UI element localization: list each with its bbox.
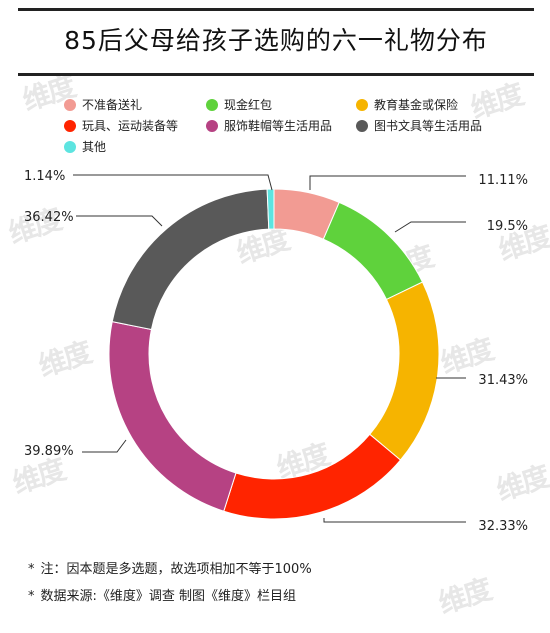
footnote-star: * [28,562,35,577]
title-bar: 85后父母给孩子选购的六一礼物分布 [18,8,534,76]
legend-swatch [64,141,76,153]
legend-item: 现金红包 [206,96,272,113]
footnote: * 注：因本题是多选题，故选项相加不等于100% [28,558,528,577]
leader-line [394,221,466,233]
donut-slice [108,321,237,512]
value-label: 32.33% [478,519,528,534]
footnote: * 数据来源:《维度》调查 制图《维度》栏目组 [28,585,528,604]
legend-label: 教育基金或保险 [374,98,459,112]
legend-label: 其他 [82,140,107,154]
legend-swatch [64,99,76,111]
legend-swatch [356,99,368,111]
donut-slice [369,281,440,461]
value-label: 39.89% [24,444,74,459]
legend-label: 玩具、运动装备等 [82,119,179,133]
legend-item: 服饰鞋帽等生活用品 [206,117,332,134]
donut-slice [223,433,402,520]
footnote-text: 注：因本题是多选题，故选项相加不等于100% [40,562,312,577]
footnotes: * 注：因本题是多选题，故选项相加不等于100% * 数据来源:《维度》调查 制图《… [28,558,528,612]
legend-item: 图书文具等生活用品 [356,117,482,134]
leader-line [309,175,466,190]
donut-slice [322,201,424,301]
legend-swatch [206,120,218,132]
chart-title: 85后父母给孩子选购的六一礼物分布 [64,26,488,55]
legend-swatch [64,120,76,132]
leader-line [73,174,273,191]
legend-item: 不准备送礼 [64,96,142,113]
legend-item: 教育基金或保险 [356,96,458,113]
legend-label: 不准备送礼 [82,98,143,112]
leader-line [82,439,127,453]
footnote-text: 数据来源:《维度》调查 制图《维度》栏目组 [40,589,297,604]
value-label: 11.11% [478,173,528,188]
donut-slice [111,188,270,331]
value-label: 1.14% [24,169,65,184]
legend-swatch [356,120,368,132]
legend-swatch [206,99,218,111]
legend-label: 图书文具等生活用品 [374,119,483,133]
legend-label: 现金红包 [224,98,273,112]
legend-item: 玩具、运动装备等 [64,117,178,134]
value-label: 31.43% [478,373,528,388]
legend-label: 服饰鞋帽等生活用品 [224,119,333,133]
value-label: 19.5% [487,219,528,234]
leader-line [76,215,163,227]
footnote-star: * [28,589,35,604]
leader-line [323,518,466,523]
value-label: 36.42% [24,210,74,225]
legend-item: 其他 [64,138,106,155]
donut-slice [266,188,275,230]
